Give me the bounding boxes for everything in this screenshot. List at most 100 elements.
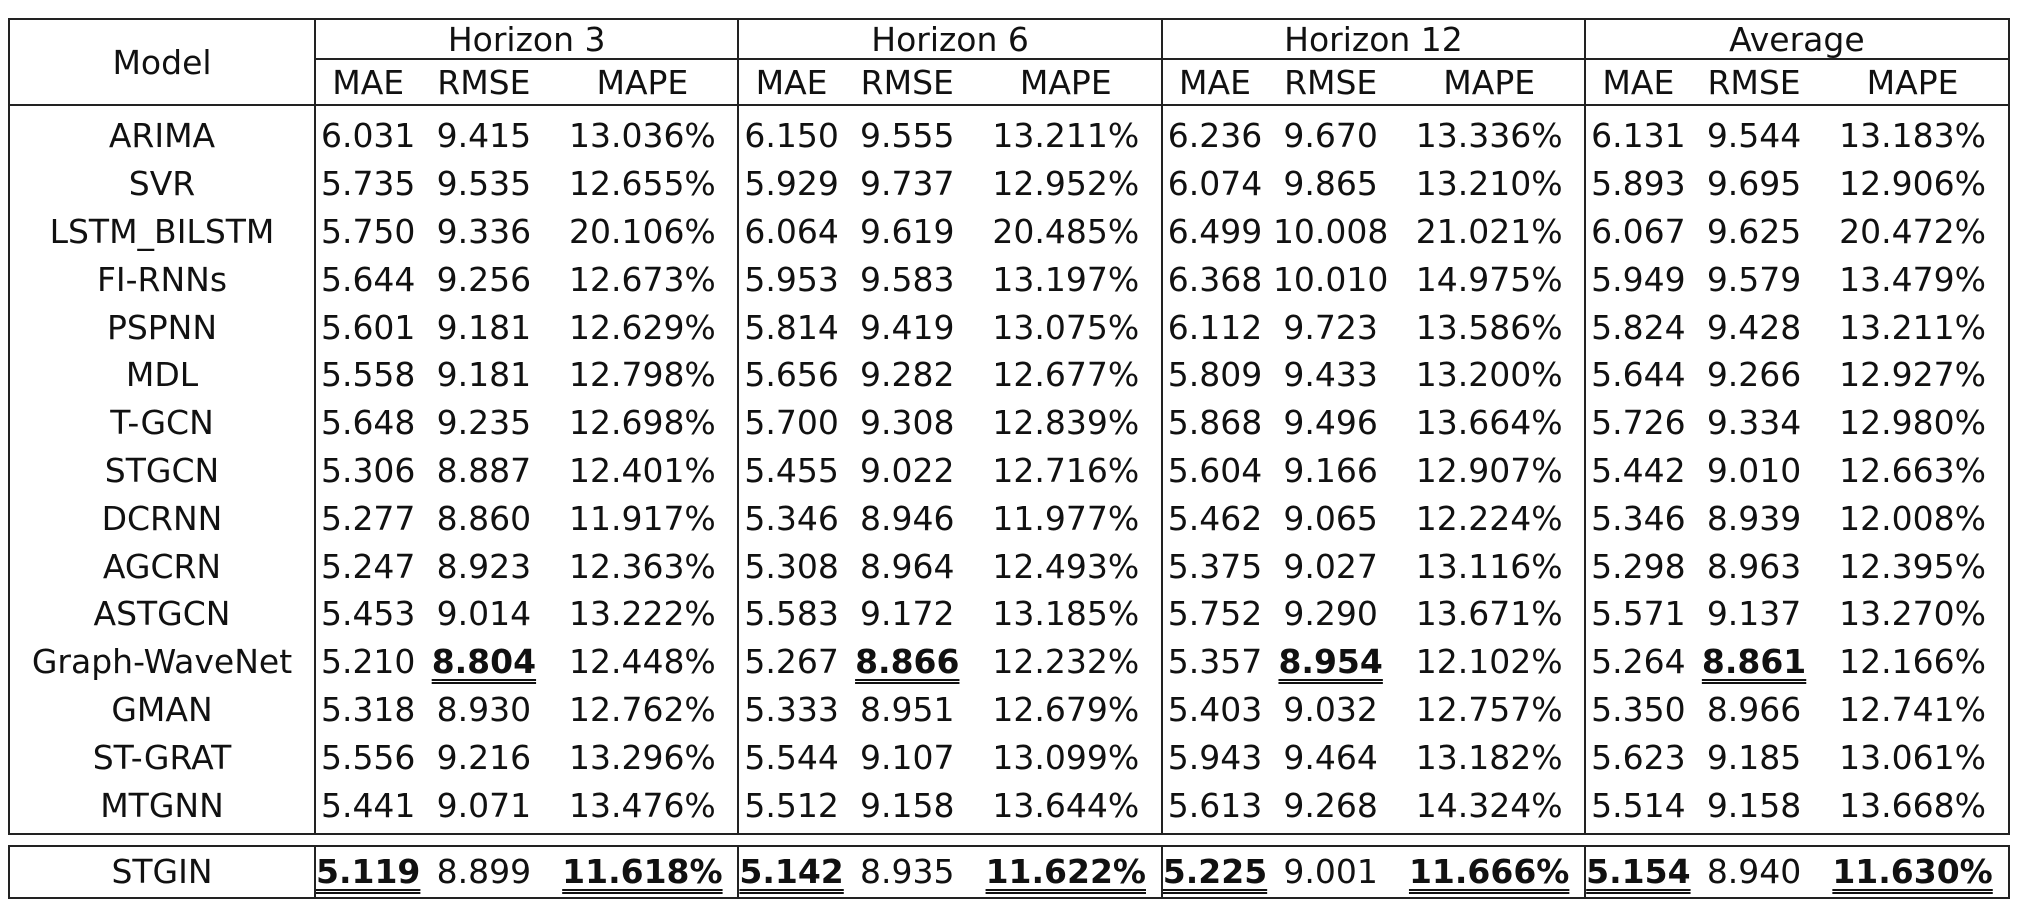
metric-value-cell: 12.757% xyxy=(1394,685,1587,734)
metric-value: 5.154 xyxy=(1586,852,1691,892)
metric-value: 13.476% xyxy=(568,785,716,825)
metric-value-cell: 12.655% xyxy=(547,159,740,208)
metric-value-cell: 11.630% xyxy=(1817,844,2010,899)
metric-value-cell: 5.601 xyxy=(315,303,420,351)
metric-value: 9.336 xyxy=(436,211,532,251)
metric-value: 9.419 xyxy=(860,307,955,347)
metric-value: 6.112 xyxy=(1167,307,1263,347)
metric-value: 8.923 xyxy=(436,546,532,586)
metric-value: 8.946 xyxy=(860,498,955,538)
metric-value-cell: 9.014 xyxy=(420,590,547,638)
metric-value: 12.927% xyxy=(1839,355,1986,395)
metric-value: 10.010 xyxy=(1272,259,1389,299)
metric-value-cell: 9.181 xyxy=(420,351,547,399)
metric-value: 5.441 xyxy=(320,785,416,825)
metric-value: 12.663% xyxy=(1839,450,1986,490)
metric-value: 12.839% xyxy=(992,403,1140,443)
metric-value-cell: 13.479% xyxy=(1817,255,2010,304)
metric-value-cell: 8.954 xyxy=(1267,638,1394,686)
metric-value: 9.181 xyxy=(436,307,532,347)
metric-value: 8.930 xyxy=(436,689,532,729)
metric-value: 9.185 xyxy=(1706,737,1802,777)
metric-value-cell: 13.296% xyxy=(547,733,740,782)
metric-value: 11.917% xyxy=(568,498,716,538)
metric-value: 11.977% xyxy=(992,498,1140,538)
metric-value: 20.106% xyxy=(568,211,716,251)
metric-value-cell: 9.181 xyxy=(420,303,547,351)
model-name-cell: STGIN xyxy=(8,844,316,899)
model-name-cell: DCRNN xyxy=(8,494,316,543)
metric-header-row: MAE RMSE MAPE MAE RMSE MAPE MAE RMSE MAPE MAE RMSE… xyxy=(9,59,2010,106)
metric-value: 10.008 xyxy=(1272,211,1389,251)
metric-value: 12.395% xyxy=(1839,546,1986,586)
metric-value: 13.211% xyxy=(992,116,1140,156)
metric-value: 14.975% xyxy=(1415,259,1563,299)
metric-value-cell: 9.723 xyxy=(1267,303,1394,351)
metric-value: 9.022 xyxy=(860,450,955,490)
metric-value: 12.698% xyxy=(568,403,716,443)
metric-value-cell: 13.061% xyxy=(1817,733,2010,782)
metric-header-rmse: RMSE xyxy=(1690,59,1818,106)
metric-value-cell: 9.185 xyxy=(1691,733,1818,781)
metric-value: 5.462 xyxy=(1167,498,1263,538)
metric-value: 5.512 xyxy=(744,785,839,825)
metric-value-cell: 9.107 xyxy=(844,733,971,781)
metric-value: 12.673% xyxy=(568,259,716,299)
metric-value-cell: 11.666% xyxy=(1394,844,1587,899)
metric-value-cell: 9.065 xyxy=(1267,494,1394,542)
metric-value-cell: 13.197% xyxy=(970,255,1163,304)
metric-value: 12.166% xyxy=(1839,642,1986,682)
metric-value-cell: 5.318 xyxy=(315,686,420,734)
metric-value: 5.142 xyxy=(739,852,844,892)
metric-value-cell: 6.368 xyxy=(1162,255,1267,303)
metric-value-cell: 12.907% xyxy=(1394,446,1587,495)
metric-value-cell: 6.067 xyxy=(1585,208,1690,256)
metric-value-cell: 5.613 xyxy=(1161,781,1268,835)
metric-value: 13.664% xyxy=(1415,403,1563,443)
metric-value: 5.601 xyxy=(320,307,416,347)
metric-value: 5.298 xyxy=(1591,546,1686,586)
metric-value: 5.346 xyxy=(744,498,839,538)
metric-value-cell: 8.899 xyxy=(420,844,548,899)
metric-value-cell: 9.419 xyxy=(844,303,971,351)
table-row: Graph-WaveNet 5.210 8.804 12.448% 5.267 8.866… xyxy=(8,637,2010,686)
metric-value: 9.544 xyxy=(1706,116,1802,156)
metric-value: 6.074 xyxy=(1167,164,1263,204)
metric-header-mae: MAE xyxy=(315,59,421,106)
metric-value-cell: 9.583 xyxy=(844,255,971,303)
metric-value: 9.308 xyxy=(860,403,955,443)
metric-value: 12.401% xyxy=(568,450,716,490)
metric-value: 13.182% xyxy=(1415,737,1563,777)
metric-value: 5.375 xyxy=(1167,546,1263,586)
table-row: ST-GRAT 5.556 9.216 13.296% 5.544 9.107 13.099… xyxy=(8,733,2010,782)
metric-value-cell: 9.336 xyxy=(420,208,547,256)
metric-value: 9.268 xyxy=(1283,785,1378,825)
metric-value: 9.865 xyxy=(1283,164,1378,204)
metric-value: 9.625 xyxy=(1706,211,1802,251)
metric-value: 5.514 xyxy=(1591,785,1686,825)
metric-value: 6.499 xyxy=(1167,211,1263,251)
metric-value-cell: 5.277 xyxy=(315,494,420,542)
metric-value: 12.757% xyxy=(1415,689,1563,729)
metric-value: 13.270% xyxy=(1839,594,1986,634)
metric-value: 12.655% xyxy=(568,164,716,204)
table-row: MTGNN 5.441 9.071 13.476% 5.512 9.158 13.644% 5… xyxy=(8,781,2010,835)
metric-value-cell: 12.448% xyxy=(547,637,740,686)
metric-value: 5.306 xyxy=(320,450,416,490)
metric-value-cell: 6.074 xyxy=(1162,160,1267,208)
metric-value: 9.235 xyxy=(436,403,532,443)
metric-value-cell: 5.441 xyxy=(315,781,421,835)
metric-value-cell: 12.395% xyxy=(1817,542,2010,590)
metric-value-cell: 5.512 xyxy=(738,781,844,835)
metric-value: 9.670 xyxy=(1283,116,1378,156)
metric-value: 13.036% xyxy=(568,116,716,156)
metric-value: 12.679% xyxy=(992,689,1140,729)
metric-value-cell: 9.256 xyxy=(420,255,547,303)
metric-value-cell: 12.927% xyxy=(1817,350,2010,399)
metric-value: 5.613 xyxy=(1167,785,1263,825)
metric-value-cell: 12.906% xyxy=(1817,159,2010,208)
metric-value-cell: 5.943 xyxy=(1162,733,1267,781)
model-name-cell: MDL xyxy=(8,350,316,399)
spacer-cell xyxy=(9,834,2009,846)
metric-value: 5.623 xyxy=(1591,737,1686,777)
